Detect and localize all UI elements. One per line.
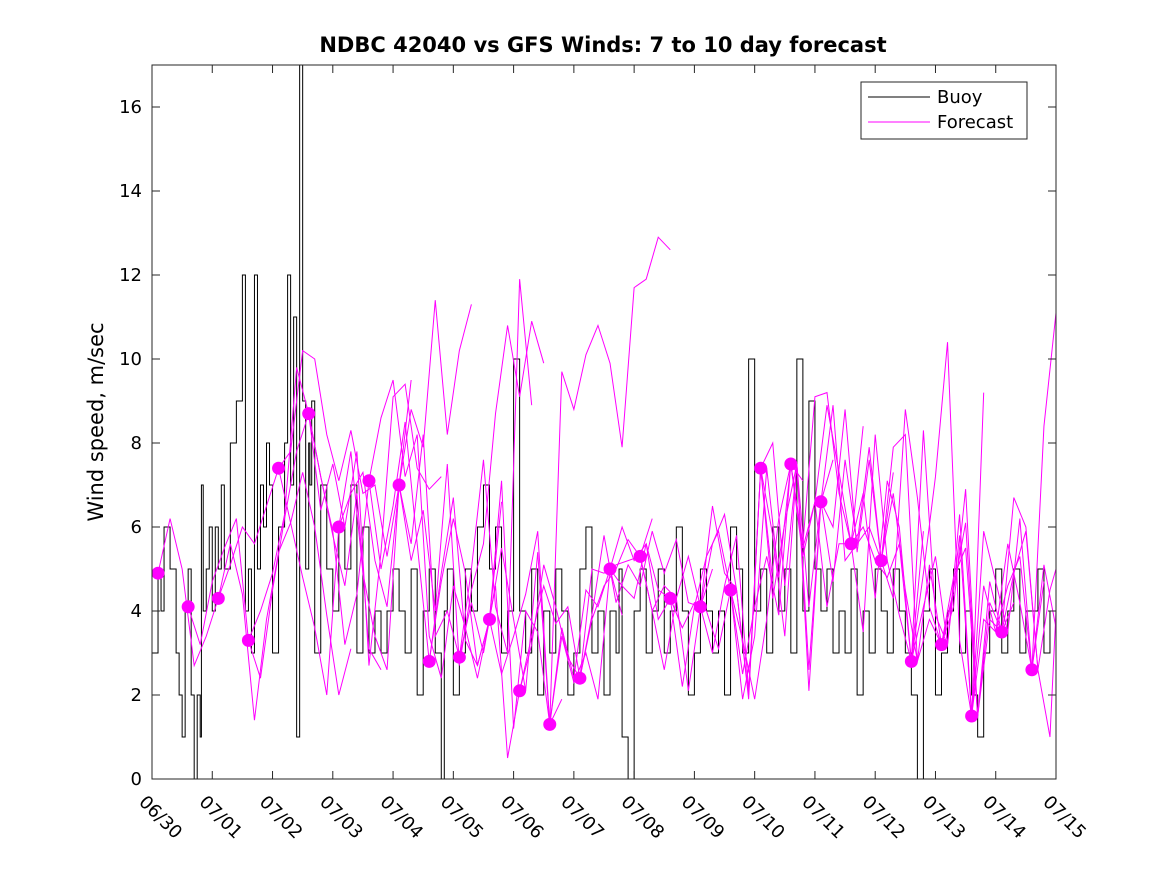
forecast-marker bbox=[422, 654, 436, 668]
plot-area bbox=[151, 64, 1057, 780]
forecast-marker bbox=[1025, 663, 1039, 677]
x-tick-label: 07/13 bbox=[918, 792, 970, 844]
forecast-marker bbox=[241, 633, 255, 647]
forecast-marker bbox=[392, 478, 406, 492]
x-tick-label: 07/10 bbox=[737, 792, 789, 844]
x-tick-label: 07/12 bbox=[858, 792, 910, 844]
forecast-run-line bbox=[157, 472, 352, 721]
x-tick-label: 06/30 bbox=[134, 792, 186, 844]
x-tick-label: 07/14 bbox=[978, 792, 1030, 844]
y-axis-label: Wind speed, m/sec bbox=[84, 322, 108, 521]
forecast-marker bbox=[513, 684, 527, 698]
forecast-marker bbox=[272, 461, 286, 475]
forecast-run-line bbox=[217, 349, 412, 599]
x-tick-label: 07/03 bbox=[315, 792, 367, 844]
forecast-run-line bbox=[971, 312, 1057, 717]
forecast-run-line bbox=[398, 321, 545, 666]
y-tick-label: 4 bbox=[131, 601, 142, 622]
y-tick-label: 0 bbox=[131, 769, 142, 790]
x-tick-label: 07/08 bbox=[617, 792, 669, 844]
y-tick-label: 8 bbox=[131, 433, 142, 454]
x-tick-label: 07/07 bbox=[556, 792, 608, 844]
forecast-marker bbox=[663, 591, 677, 605]
forecast-marker bbox=[874, 554, 888, 568]
forecast-marker bbox=[844, 537, 858, 551]
x-tick-label: 07/06 bbox=[496, 792, 548, 844]
y-tick-label: 14 bbox=[119, 181, 142, 202]
forecast-run-line bbox=[338, 279, 533, 658]
forecast-run-line bbox=[187, 367, 382, 671]
y-axis: 0 2 4 6 8 10 12 14 16 bbox=[119, 97, 1056, 790]
forecast-marker bbox=[332, 520, 346, 534]
y-tick-label: 16 bbox=[119, 97, 142, 118]
forecast-marker bbox=[151, 566, 165, 580]
forecast-run-line bbox=[519, 531, 713, 691]
forecast-marker bbox=[934, 638, 948, 652]
x-tick-label: 07/05 bbox=[436, 792, 488, 844]
forecast-run-line bbox=[549, 236, 671, 725]
forecast-markers bbox=[151, 407, 1039, 731]
y-tick-label: 2 bbox=[131, 685, 142, 706]
forecast-marker bbox=[362, 474, 376, 488]
buoy-series bbox=[152, 64, 1057, 780]
forecast-run-line bbox=[730, 391, 924, 675]
forecast-marker bbox=[181, 600, 195, 614]
forecast-marker bbox=[302, 407, 316, 421]
plot-frame bbox=[151, 64, 1057, 780]
forecast-marker bbox=[754, 461, 768, 475]
x-tick-label: 07/11 bbox=[797, 792, 849, 844]
forecast-marker bbox=[573, 671, 587, 685]
forecast-marker bbox=[603, 562, 617, 576]
forecast-run-line bbox=[278, 300, 472, 696]
legend-buoy-label: Buoy bbox=[937, 87, 983, 108]
y-tick-label: 10 bbox=[119, 349, 142, 370]
forecast-marker bbox=[965, 709, 979, 723]
forecast-run-line bbox=[760, 409, 955, 647]
legend: Buoy Forecast bbox=[860, 81, 1028, 140]
x-tick-label: 07/01 bbox=[195, 792, 247, 844]
forecast-run-line bbox=[489, 525, 683, 725]
forecast-run-line bbox=[308, 413, 503, 668]
forecast-marker bbox=[211, 591, 225, 605]
forecast-run-line bbox=[458, 518, 653, 759]
forecast-marker bbox=[693, 600, 707, 614]
forecast-marker bbox=[724, 583, 738, 597]
x-tick-label: 07/15 bbox=[1038, 792, 1090, 844]
forecast-marker bbox=[482, 612, 496, 626]
forecast-marker bbox=[784, 457, 798, 471]
legend-forecast-label: Forecast bbox=[937, 112, 1013, 133]
forecast-marker bbox=[814, 495, 828, 509]
forecast-marker bbox=[633, 549, 647, 563]
x-tick-label: 07/09 bbox=[677, 792, 729, 844]
buoy-line bbox=[152, 64, 1057, 780]
x-tick-label: 07/04 bbox=[376, 792, 428, 844]
legend-box bbox=[860, 81, 1028, 140]
forecast-marker bbox=[452, 650, 466, 664]
forecast-marker bbox=[543, 717, 557, 731]
x-tick-label: 07/02 bbox=[255, 792, 307, 844]
chart-title: NDBC 42040 vs GFS Winds: 7 to 10 day for… bbox=[319, 33, 886, 57]
forecast-marker bbox=[995, 625, 1009, 639]
y-tick-label: 6 bbox=[131, 517, 142, 538]
forecast-marker bbox=[904, 654, 918, 668]
y-tick-label: 12 bbox=[119, 265, 142, 286]
